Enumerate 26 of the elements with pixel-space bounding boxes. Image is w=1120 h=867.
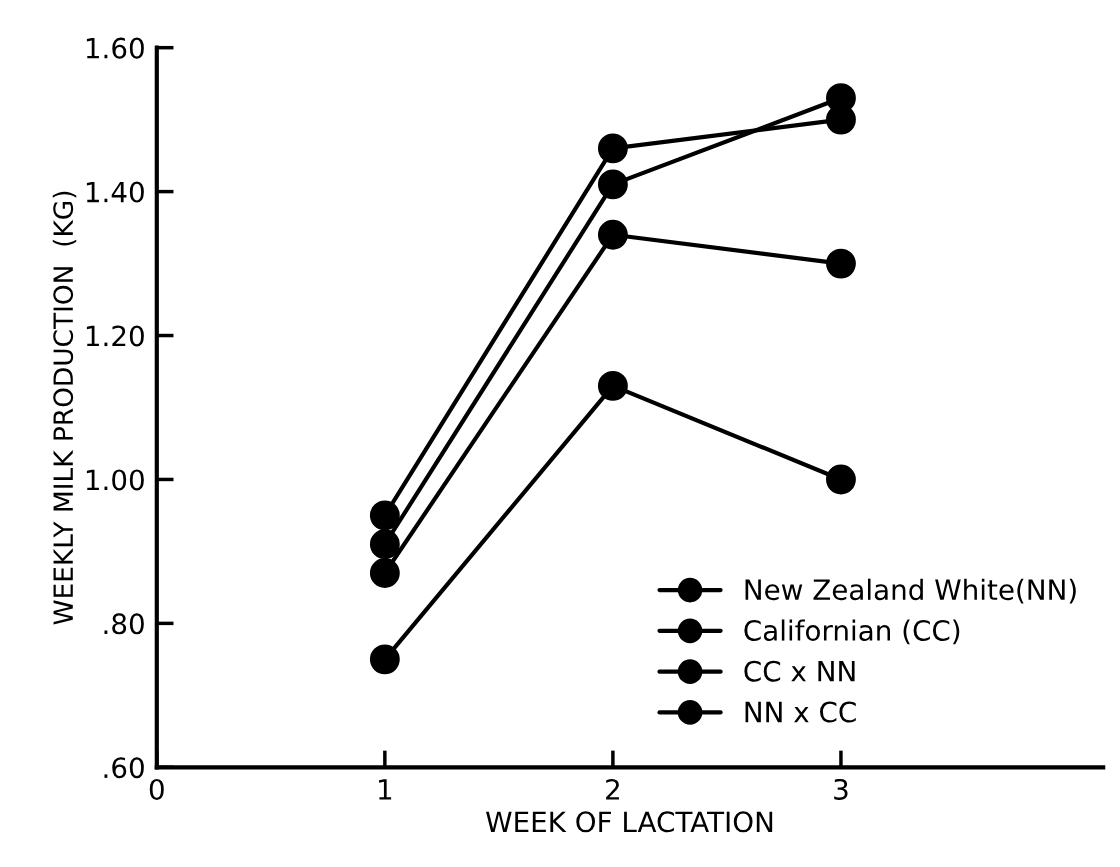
x-axis-title: WEEK OF LACTATION xyxy=(486,811,773,833)
point xyxy=(826,464,856,495)
y-tick-label: 1.40 xyxy=(86,181,144,203)
y-tick-label: 1.60 xyxy=(86,37,144,59)
point xyxy=(597,169,628,200)
x-tick-label: 1 xyxy=(379,779,392,800)
legend-label: New Zealand White(NN) xyxy=(745,578,1076,604)
point xyxy=(597,219,628,250)
point xyxy=(369,558,400,588)
y-tick-label: .60 xyxy=(104,757,144,779)
y-tick-label: 1.20 xyxy=(86,325,144,347)
point xyxy=(597,133,628,164)
point xyxy=(369,644,400,675)
x-tick-label: 3 xyxy=(834,778,848,800)
y-tick-label: .80 xyxy=(104,613,144,635)
legend-label: Californian (CC) xyxy=(744,619,960,645)
point xyxy=(826,248,856,279)
legend-label: CC x NN xyxy=(744,660,855,682)
point xyxy=(369,500,400,531)
y-tick-label: 1.00 xyxy=(86,469,144,491)
legend-label: NN x CC xyxy=(745,701,856,723)
x-tick-label: 2 xyxy=(606,778,619,800)
x-tick-label: 0 xyxy=(149,778,164,800)
point xyxy=(369,529,400,560)
y-axis-title: WEEKLY MILK PRODUCTION (KG) xyxy=(52,191,77,625)
point xyxy=(597,370,628,401)
